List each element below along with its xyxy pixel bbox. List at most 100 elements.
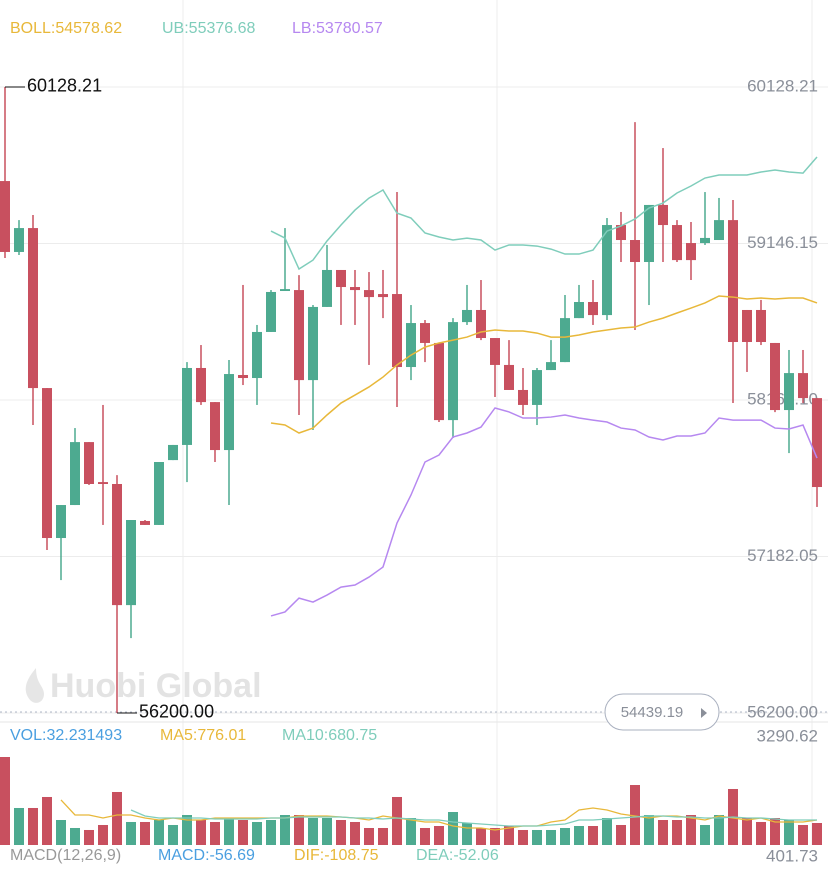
volume-bar: [462, 823, 472, 845]
volume-bar: [658, 819, 668, 845]
candle-body: [644, 204, 654, 263]
candle-body: [196, 367, 206, 403]
candle-body: [210, 402, 220, 451]
volume-bar: [154, 819, 164, 845]
candle-body: [392, 294, 402, 368]
volume-bar: [434, 826, 444, 845]
candle-body: [532, 370, 542, 405]
candle-body: [420, 323, 430, 343]
volume-bar: [14, 807, 24, 845]
candle-body: [588, 302, 598, 316]
macd-legend: MACD(12,26,9): [10, 847, 121, 864]
volume-bar: [280, 815, 290, 845]
volume-bar: [70, 827, 80, 845]
legend-entry: BOLL:54578.62: [10, 20, 122, 37]
watermark: Huobi Global: [50, 667, 262, 705]
candle-body: [518, 389, 528, 405]
candle-body: [112, 483, 122, 606]
volume-bar: [210, 821, 220, 845]
volume-bar: [504, 826, 514, 845]
bubble-frame: [604, 693, 720, 731]
macd-legend: DIF:-108.75: [294, 847, 379, 864]
candle-body: [784, 373, 794, 411]
candle-body: [182, 367, 192, 445]
candle-body: [14, 228, 24, 252]
candle-body: [336, 269, 346, 288]
volume-bar: [266, 819, 276, 845]
volume-bar: [238, 819, 248, 845]
candle-body: [686, 243, 696, 261]
candle-body: [168, 444, 178, 461]
candle-body: [756, 309, 766, 343]
candle-body: [504, 364, 514, 390]
volume-bar: [644, 815, 654, 845]
volume-bar: [546, 829, 556, 845]
candle-body: [280, 289, 290, 292]
candle-body: [252, 331, 262, 379]
volume-bar: [196, 819, 206, 845]
candle-body: [448, 322, 458, 421]
legend-entry: UB:55376.68: [162, 20, 256, 37]
volume-bar: [182, 815, 192, 845]
volume-bar: [714, 815, 724, 845]
volume-bar: [560, 827, 570, 845]
candle-body: [490, 338, 500, 365]
candle-body: [616, 225, 626, 241]
volume-bar: [518, 829, 528, 845]
candle-body: [728, 220, 738, 343]
last-price-label: 54439.19: [621, 704, 684, 721]
volume-bar: [336, 819, 346, 845]
volume-ma-line: [60, 799, 818, 831]
volume-bar: [98, 824, 108, 845]
candle-body: [56, 505, 66, 539]
candle-body: [294, 290, 304, 381]
volume-bar: [406, 818, 416, 845]
volume-bar: [42, 796, 52, 845]
max-marker-label: 60128.21: [27, 76, 102, 96]
watermark-group: Huobi Global: [25, 667, 262, 705]
candle-body: [812, 398, 822, 488]
candle-body: [476, 309, 486, 339]
volume-bar: [602, 818, 612, 845]
legend-entry: LB:53780.57: [292, 20, 383, 37]
boll-line: [270, 295, 818, 434]
candle-body: [364, 290, 374, 298]
candle-body: [140, 520, 150, 525]
volume-bar: [308, 818, 318, 845]
candle-body: [560, 318, 570, 363]
y-tick-label: 59146.15: [747, 233, 818, 252]
candle-body: [658, 204, 668, 226]
candle-body: [266, 291, 276, 332]
volume-bar: [224, 818, 234, 845]
volume-legend: MA10:680.75: [282, 727, 377, 744]
volume-bar: [784, 819, 794, 845]
volume-bar: [350, 821, 360, 845]
candle-body: [322, 269, 332, 307]
volume-legend: MA5:776.01: [160, 727, 246, 744]
candle-body: [546, 362, 556, 371]
volume-bar: [420, 827, 430, 845]
volume-bar: [252, 821, 262, 845]
candle-body: [238, 374, 248, 379]
candle-body: [28, 228, 38, 389]
volume-bar: [588, 826, 598, 845]
candle-body: [700, 237, 710, 244]
volume-bar: [812, 823, 822, 845]
volume-bar: [574, 826, 584, 845]
y-tick-label: 56200.00: [747, 702, 818, 721]
volume-legend: VOL:32.231493: [10, 727, 122, 744]
volume-bar: [742, 818, 752, 845]
volume-bar: [770, 818, 780, 845]
watermark-icon: [25, 668, 44, 703]
candle-body: [406, 323, 416, 368]
macd-legend: DEA:-52.06: [416, 847, 499, 864]
volume-bar: [798, 824, 808, 845]
volume-ma-line: [130, 809, 817, 827]
candle-body: [602, 225, 612, 316]
volume-bar: [28, 807, 38, 845]
volume-bar: [140, 821, 150, 845]
volume-bar: [168, 824, 178, 845]
boll-line: [270, 407, 818, 617]
candle-body: [70, 442, 80, 506]
